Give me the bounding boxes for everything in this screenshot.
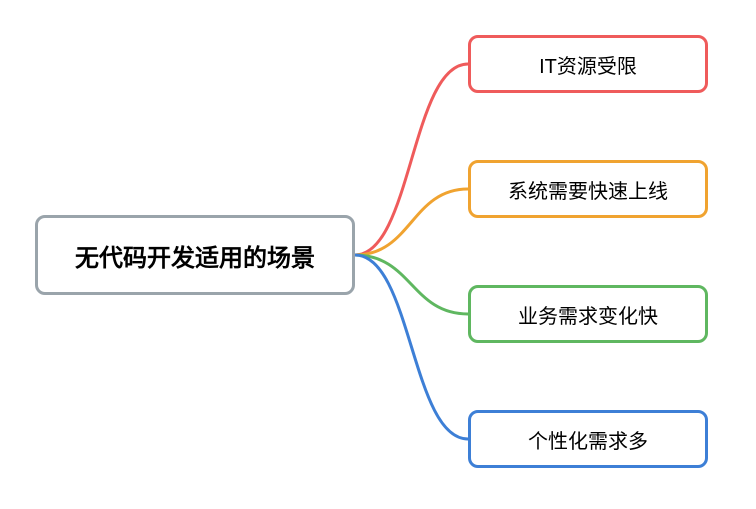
- child-label: 系统需要快速上线: [508, 175, 668, 204]
- connector-2: [355, 255, 468, 314]
- connector-1: [355, 189, 468, 255]
- child-label: 个性化需求多: [528, 425, 648, 454]
- root-label: 无代码开发适用的场景: [75, 238, 315, 273]
- child-label: 业务需求变化快: [518, 300, 658, 329]
- child-node-it-limited: IT资源受限: [468, 35, 708, 93]
- child-node-custom-needs: 个性化需求多: [468, 410, 708, 468]
- connector-0: [355, 64, 468, 255]
- child-node-fast-online: 系统需要快速上线: [468, 160, 708, 218]
- mindmap-canvas: 无代码开发适用的场景 IT资源受限系统需要快速上线业务需求变化快个性化需求多: [0, 0, 756, 509]
- child-node-biz-change: 业务需求变化快: [468, 285, 708, 343]
- root-node: 无代码开发适用的场景: [35, 215, 355, 295]
- child-label: IT资源受限: [539, 50, 637, 79]
